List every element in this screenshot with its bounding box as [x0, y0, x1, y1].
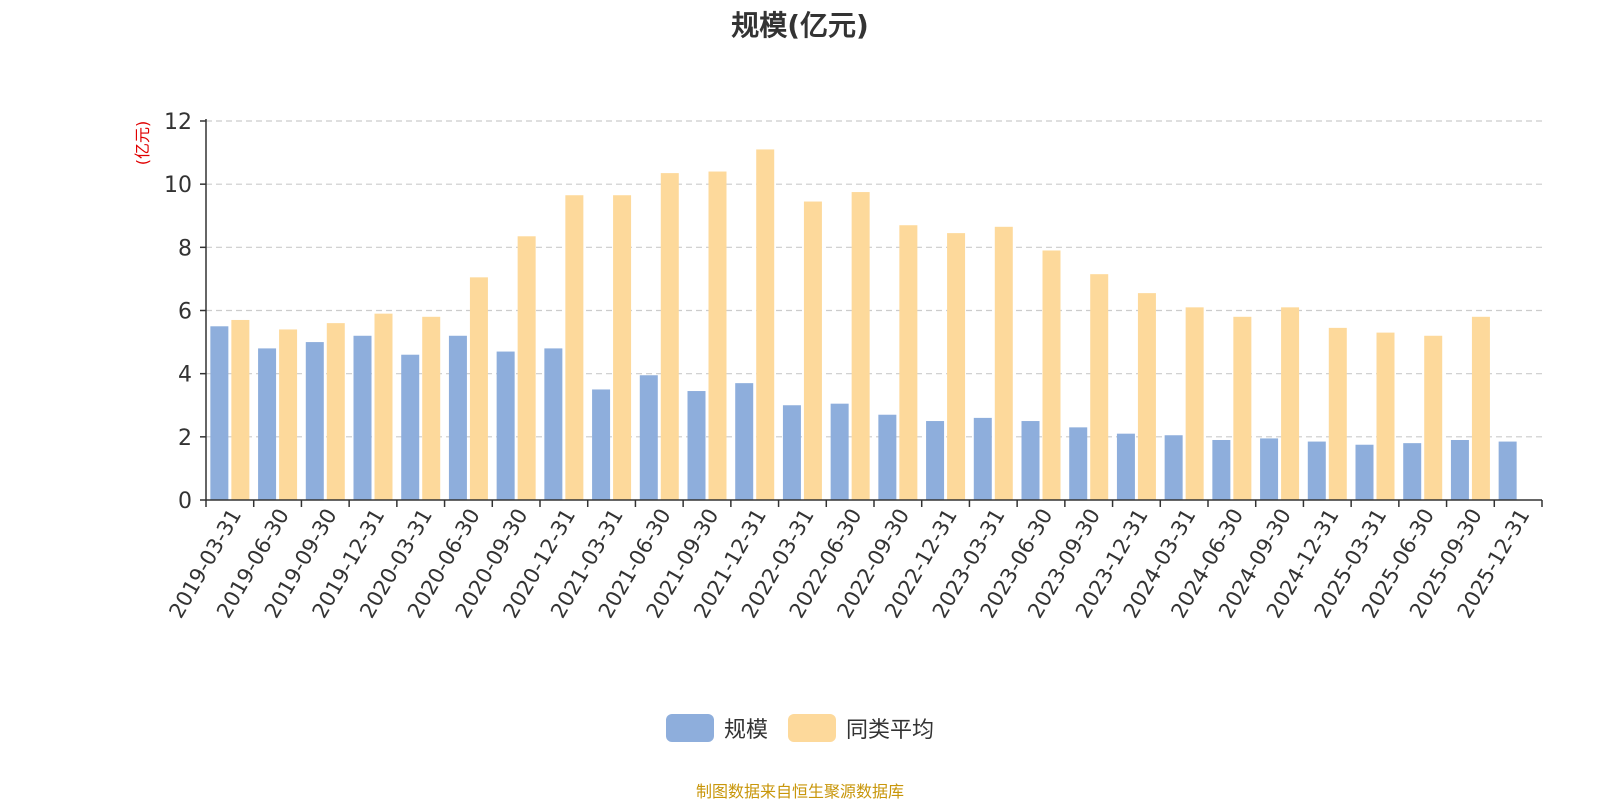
chart-title: 规模(亿元) [731, 9, 869, 42]
y-tick-label: 8 [178, 236, 192, 261]
y-axis-label: (亿元) [133, 121, 152, 166]
bar-peer-average[interactable] [660, 173, 679, 501]
bar-scale[interactable] [305, 342, 324, 500]
bar-peer-average[interactable] [1090, 274, 1109, 500]
legend-swatch-scale [665, 714, 714, 742]
bar-scale[interactable] [687, 391, 706, 500]
bar-scale[interactable] [1164, 435, 1183, 500]
bar-scale[interactable] [926, 421, 945, 500]
bars [210, 149, 1517, 501]
bar-scale[interactable] [830, 403, 849, 500]
bar-peer-average[interactable] [613, 195, 632, 501]
bar-scale[interactable] [258, 348, 277, 500]
bar-scale[interactable] [1355, 444, 1374, 500]
bar-peer-average[interactable] [517, 236, 536, 500]
legend-swatch-peer-average [788, 714, 836, 742]
y-tick-label: 4 [178, 363, 192, 388]
y-tick-label: 6 [178, 300, 192, 325]
bar-scale[interactable] [878, 414, 897, 500]
bar-scale[interactable] [1212, 439, 1231, 500]
bar-peer-average[interactable] [1042, 250, 1061, 500]
bar-peer-average[interactable] [231, 319, 250, 500]
legend-item-peer-average[interactable]: 同类平均 [788, 712, 934, 744]
bar-peer-average[interactable] [851, 192, 870, 500]
bar-peer-average[interactable] [899, 225, 918, 500]
y-tick-label: 12 [164, 110, 192, 135]
bar-peer-average[interactable] [374, 313, 393, 500]
bar-peer-average[interactable] [565, 195, 584, 501]
bar-scale[interactable] [496, 351, 515, 500]
bar-peer-average[interactable] [947, 233, 966, 500]
bar-scale[interactable] [353, 335, 372, 500]
bar-scale[interactable] [210, 326, 229, 500]
bar-scale[interactable] [1450, 439, 1469, 500]
bar-scale[interactable] [1069, 427, 1088, 500]
bar-scale[interactable] [639, 375, 658, 500]
legend-item-scale[interactable]: 规模 [665, 712, 768, 744]
bar-peer-average[interactable] [422, 316, 441, 500]
legend-label-peer-average: 同类平均 [846, 718, 935, 743]
bar-scale[interactable] [1307, 441, 1326, 500]
bar-scale[interactable] [1021, 421, 1040, 500]
bar-peer-average[interactable] [1328, 327, 1347, 500]
bar-scale[interactable] [1260, 438, 1279, 500]
bar-peer-average[interactable] [1281, 307, 1300, 500]
bar-peer-average[interactable] [1233, 316, 1252, 500]
bar-scale[interactable] [1498, 441, 1517, 500]
bar-peer-average[interactable] [803, 201, 822, 500]
bar-scale[interactable] [592, 389, 611, 500]
source-note: 制图数据来自恒生聚源数据库 [695, 782, 904, 801]
bar-peer-average[interactable] [1424, 335, 1443, 500]
bar-scale[interactable] [1403, 443, 1422, 500]
bar-peer-average[interactable] [1137, 293, 1156, 500]
bar-scale[interactable] [973, 417, 992, 500]
y-tick-label: 10 [164, 173, 192, 198]
bar-peer-average[interactable] [326, 323, 345, 500]
bar-scale[interactable] [782, 405, 801, 500]
y-tick-label: 0 [178, 489, 192, 514]
bar-peer-average[interactable] [994, 226, 1013, 500]
bar-scale[interactable] [1116, 433, 1135, 500]
bar-peer-average[interactable] [279, 329, 298, 500]
y-tick-label: 2 [178, 426, 192, 451]
bar-scale[interactable] [401, 354, 420, 500]
bar-peer-average[interactable] [1185, 307, 1204, 500]
legend-label-scale: 规模 [723, 718, 768, 743]
bar-peer-average[interactable] [469, 277, 488, 500]
bar-peer-average[interactable] [1471, 316, 1490, 500]
bar-scale[interactable] [544, 348, 563, 500]
bar-peer-average[interactable] [708, 171, 727, 501]
bar-peer-average[interactable] [1376, 332, 1395, 500]
bar-peer-average[interactable] [756, 149, 775, 501]
bar-scale[interactable] [735, 383, 754, 500]
legend: 规模 同类平均 [0, 712, 1600, 744]
bar-scale[interactable] [448, 335, 467, 500]
